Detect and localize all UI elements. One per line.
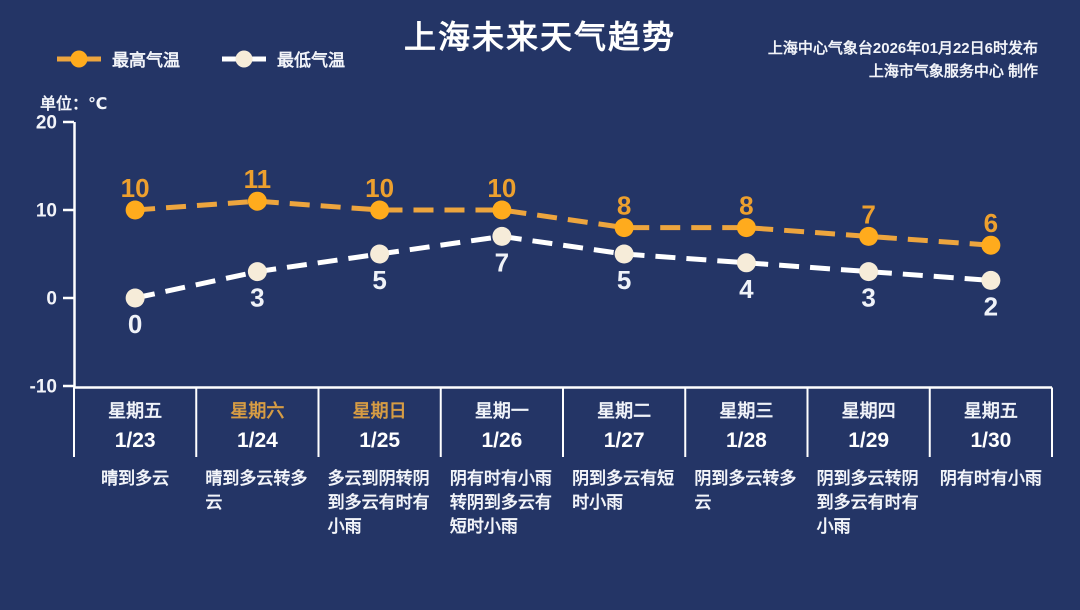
- max-temp-value: 8: [739, 191, 753, 221]
- date-label: 1/26: [481, 429, 523, 452]
- weather-text: 阴有时有小雨: [939, 469, 1042, 488]
- day-column: 星期二 1/27 阴到多云有短时小雨: [563, 388, 685, 539]
- weather-description: 阴到多云有短时小雨: [563, 467, 685, 515]
- min-temp-value: 3: [250, 283, 264, 313]
- weather-description: 阴到多云转多云: [685, 467, 807, 515]
- min-temp-point: [981, 270, 1001, 290]
- weather-description: 阴有时有小雨转阴到多云有短时小雨: [441, 467, 563, 539]
- unit-label: 单位：℃: [40, 96, 108, 113]
- max-temp-value: 10: [121, 173, 150, 203]
- source-line-2: 上海市气象服务中心 制作: [868, 63, 1038, 80]
- day-label: 星期四: [841, 401, 896, 421]
- max-temp-value: 10: [487, 173, 516, 203]
- min-temp-point: [370, 244, 390, 264]
- max-temp-line: [134, 198, 992, 248]
- min-temp-value: 7: [495, 247, 509, 277]
- day-label: 星期六: [230, 401, 285, 421]
- day-column: 星期日 1/25 多云到阴转阴到多云有时有小雨: [319, 388, 441, 539]
- max-temp-point: [125, 200, 145, 220]
- day-column: 星期四 1/29 阴到多云转阴到多云有时有小雨: [808, 388, 930, 539]
- weather-text: 晴到多云转多云: [205, 469, 308, 512]
- max-temp-value: 11: [244, 164, 272, 194]
- page-title: 上海未来天气趋势: [403, 19, 676, 55]
- min-temp-point: [247, 262, 267, 282]
- legend-label-max-temp: 最高气温: [112, 51, 180, 70]
- weather-description: 多云到阴转阴到多云有时有小雨: [319, 467, 441, 539]
- forecast-table: 星期五 1/23 晴到多云 星期六 1/24 晴到多云转多云 星期日 1/25 多云到阴转阴到多…: [74, 388, 1052, 539]
- weather-description: 晴到多云: [74, 467, 196, 491]
- weather-description: 阴到多云转阴到多云有时有小雨: [808, 467, 930, 539]
- date-label: 1/24: [236, 429, 278, 452]
- min-temp-point: [859, 262, 879, 282]
- day-label: 星期三: [719, 401, 774, 421]
- day-column: 星期五 1/30 阴有时有小雨: [930, 388, 1052, 539]
- legend-item-min-temp: 最低气温: [220, 46, 345, 71]
- day-label: 星期二: [597, 401, 652, 421]
- y-tick-label: 10: [36, 201, 57, 222]
- chart-legend: 最高气温 最低气温: [55, 46, 345, 71]
- day-column: 星期一 1/26 阴有时有小雨转阴到多云有短时小雨: [441, 388, 563, 539]
- date-label: 1/27: [603, 429, 645, 452]
- day-column: 星期三 1/28 阴到多云转多云: [685, 388, 807, 539]
- weather-text: 阴到多云转多云: [694, 469, 797, 512]
- max-temp-value: 8: [617, 191, 631, 221]
- max-temp-point: [370, 200, 390, 220]
- min-temp-point: [492, 226, 512, 246]
- weather-description: 晴到多云转多云: [196, 467, 318, 515]
- weather-text: 晴到多云: [101, 469, 170, 488]
- day-column: 星期五 1/23 晴到多云: [74, 388, 196, 539]
- min-temp-point: [614, 244, 634, 264]
- max-temp-value: 7: [861, 199, 875, 229]
- y-tick-label: 20: [36, 113, 57, 134]
- day-label: 星期五: [108, 401, 163, 421]
- day-label: 星期日: [352, 401, 407, 421]
- max-temp-point: [736, 218, 756, 238]
- day-label: 星期一: [474, 401, 529, 421]
- min-temp-value: 5: [617, 265, 631, 295]
- max-temp-point: [981, 235, 1001, 255]
- min-temp-point: [736, 253, 756, 273]
- date-label: 1/29: [848, 429, 890, 452]
- y-tick-label: 0: [46, 289, 57, 310]
- min-temp-value: 2: [984, 291, 998, 321]
- max-temp-legend-icon: [57, 50, 101, 67]
- min-temp-point: [125, 288, 145, 308]
- source-line-1: 上海中心气象台2026年01月22日6时发布: [767, 40, 1038, 57]
- day-column: 星期六 1/24 晴到多云转多云: [196, 388, 318, 539]
- source-info: 上海中心气象台2026年01月22日6时发布 上海市气象服务中心 制作: [768, 37, 1038, 83]
- min-temp-value: 0: [128, 309, 142, 339]
- legend-label-min-temp: 最低气温: [277, 51, 345, 70]
- max-temp-value: 10: [365, 173, 394, 203]
- max-temp-value: 6: [984, 208, 998, 238]
- min-temp-line: [134, 233, 992, 301]
- legend-item-max-temp: 最高气温: [55, 46, 180, 71]
- weather-text: 阴到多云转阴到多云有时有小雨: [816, 469, 919, 536]
- date-label: 1/25: [359, 429, 401, 452]
- date-label: 1/30: [970, 429, 1012, 452]
- min-temp-value: 5: [372, 265, 386, 295]
- weather-text: 阴到多云有短时小雨: [572, 469, 675, 512]
- min-temp-value: 3: [861, 283, 875, 313]
- max-temp-point: [492, 200, 512, 220]
- weather-text: 多云到阴转阴到多云有时有小雨: [327, 469, 430, 536]
- weather-text: 阴有时有小雨转阴到多云有短时小雨: [449, 469, 552, 536]
- max-temp-point: [614, 218, 634, 238]
- date-label: 1/23: [114, 429, 156, 452]
- y-tick-label: -10: [30, 377, 57, 398]
- max-temp-point: [859, 226, 879, 246]
- day-label: 星期五: [963, 401, 1018, 421]
- max-temp-point: [247, 191, 267, 211]
- min-temp-value: 4: [739, 274, 754, 304]
- weather-description: 阴有时有小雨: [930, 467, 1052, 491]
- date-label: 1/28: [725, 429, 767, 452]
- min-temp-legend-icon: [222, 50, 266, 67]
